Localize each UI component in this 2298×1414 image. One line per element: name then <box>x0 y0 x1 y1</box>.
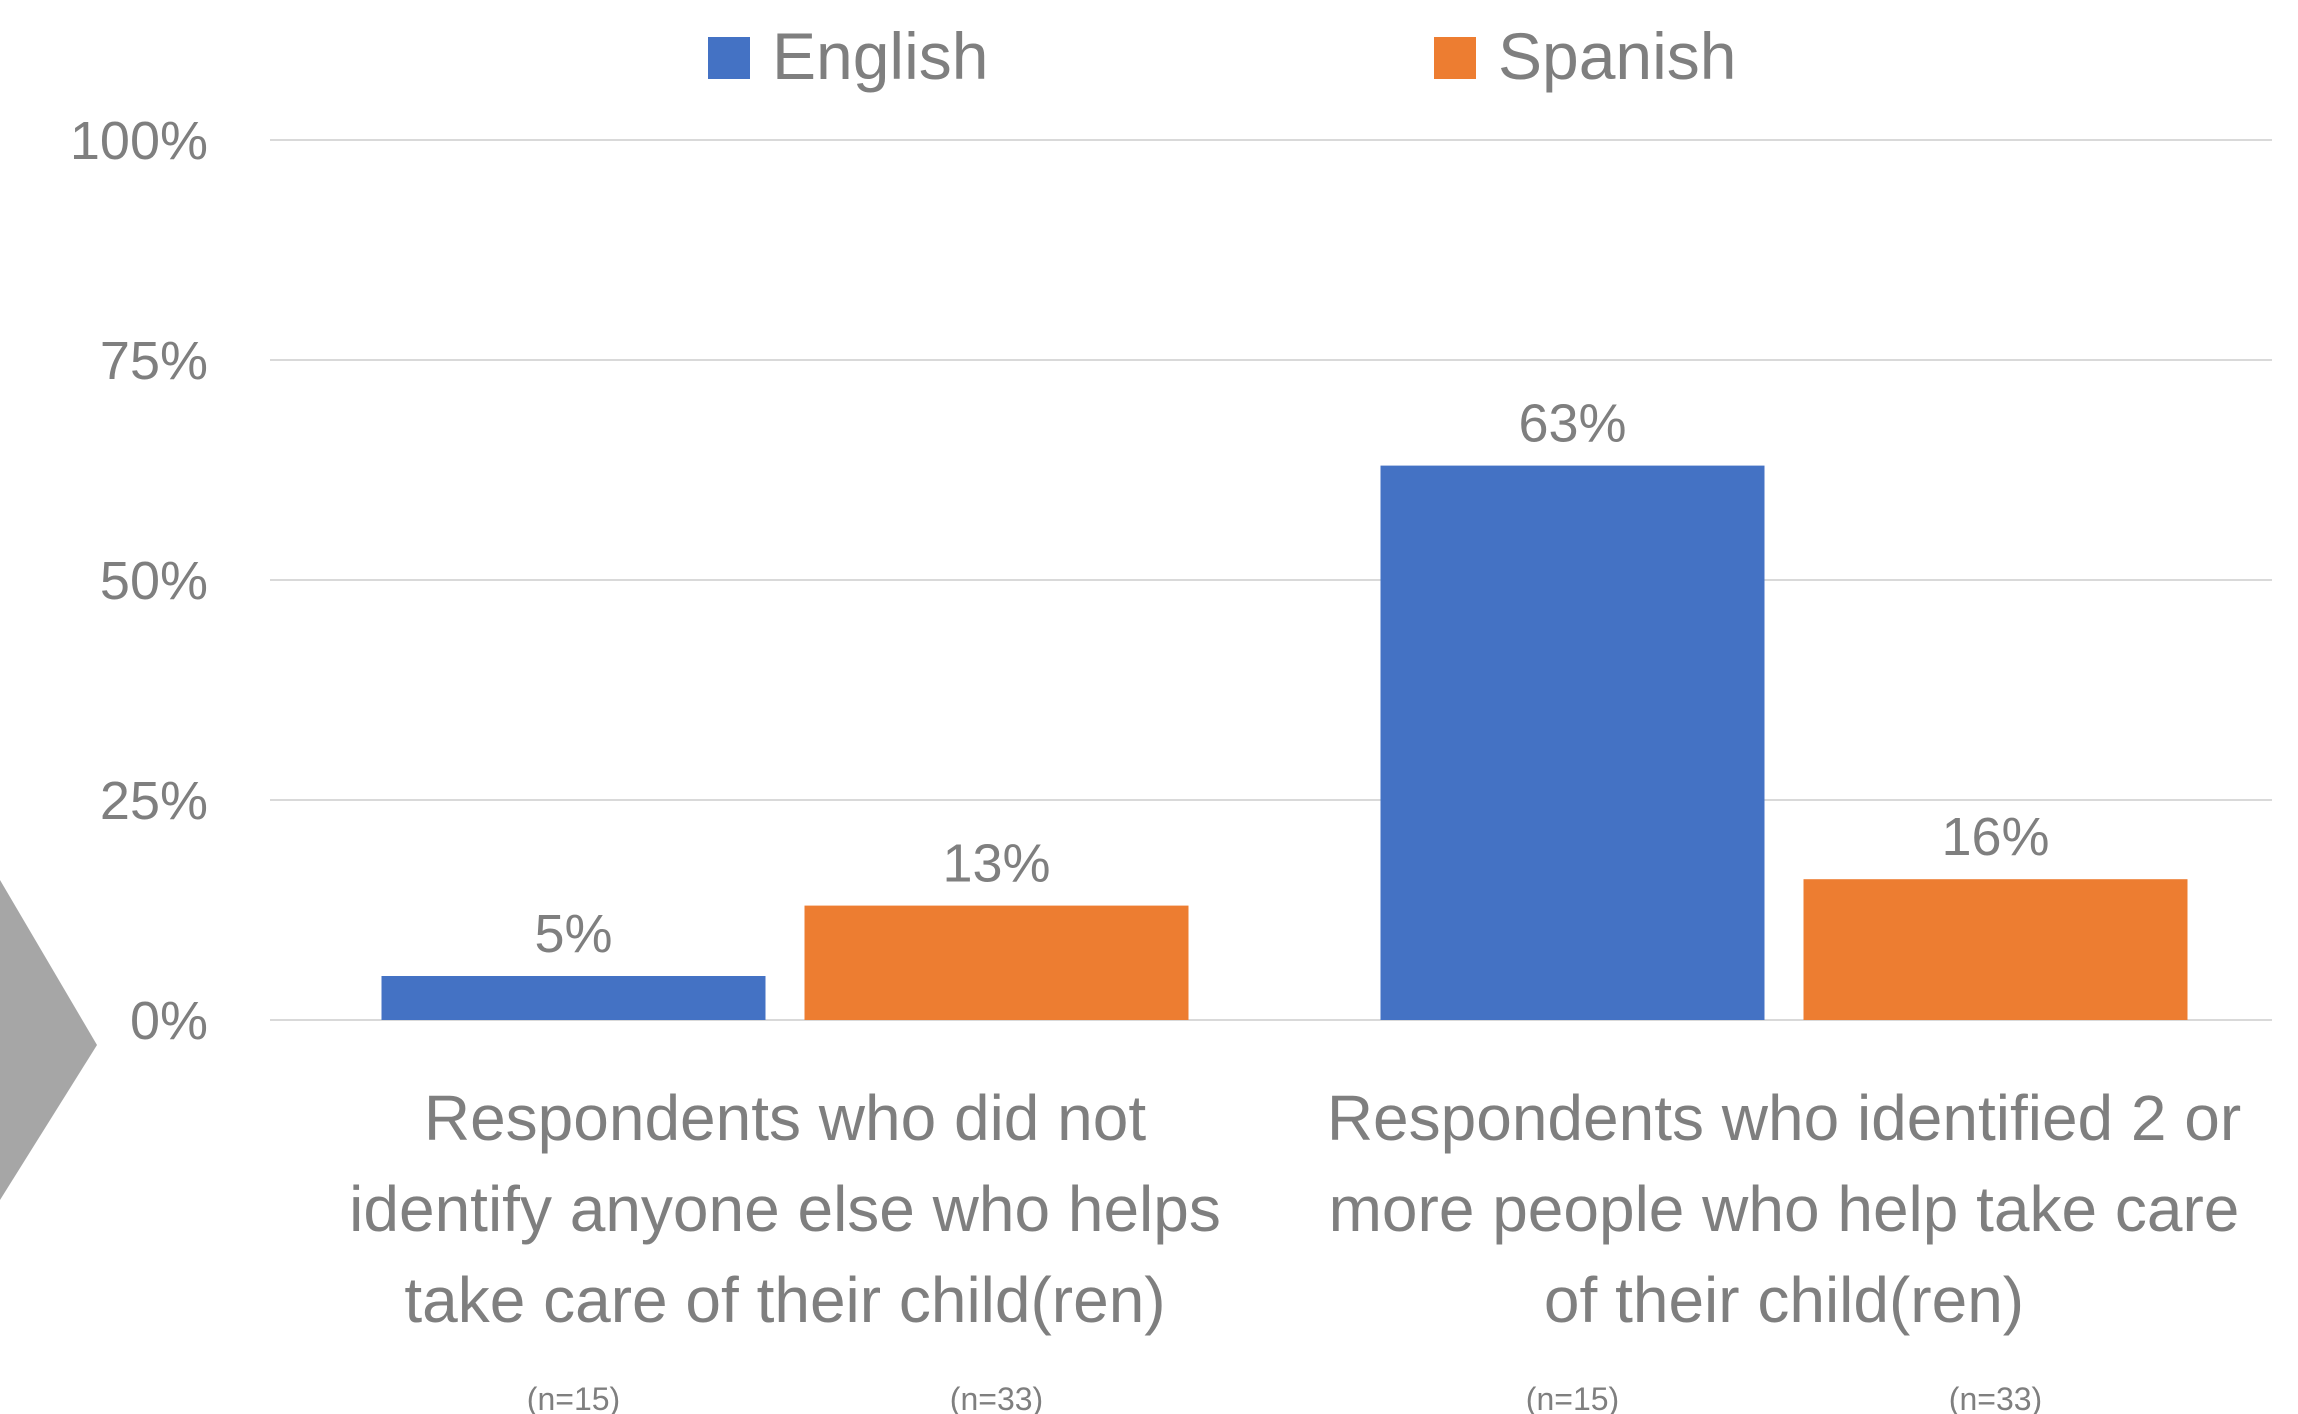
x-category-line: more people who help take care <box>1329 1173 2240 1245</box>
x-category-label: Respondents who did not identify anyone e… <box>349 1082 1221 1336</box>
data-label: 5% <box>534 904 612 964</box>
y-tick-label: 100% <box>70 111 208 171</box>
y-tick-label: 75% <box>100 331 208 391</box>
bars <box>381 465 2188 1021</box>
x-category-label: Respondents who identified 2 or more peop… <box>1327 1082 2241 1336</box>
legend: English Spanish <box>708 19 1737 93</box>
y-axis-ticks: 0% 25% 50% 75% 100% <box>70 111 208 1051</box>
legend-label-spanish: Spanish <box>1498 19 1737 93</box>
x-category-line: Respondents who did not <box>424 1082 1147 1154</box>
sample-size-label: (n=33) <box>950 1381 1043 1414</box>
y-tick-label: 0% <box>130 991 208 1051</box>
sample-size-labels: (n=15) (n=15) (n=33) (n=33) <box>527 1381 2042 1414</box>
y-tick-label: 25% <box>100 771 208 831</box>
x-category-line: take care of their child(ren) <box>404 1264 1165 1336</box>
x-category-line: identify anyone else who helps <box>349 1173 1221 1245</box>
data-labels: 5% 63% 13% 16% <box>534 394 2049 964</box>
data-label: 16% <box>1941 807 2049 867</box>
bar-english <box>1380 465 1765 1021</box>
legend-swatch-spanish <box>1434 37 1476 79</box>
x-axis-categories: Respondents who did not identify anyone e… <box>349 1082 2241 1336</box>
legend-label-english: English <box>772 19 988 93</box>
bar-spanish <box>1803 879 2188 1020</box>
sample-size-label: (n=15) <box>1526 1381 1619 1414</box>
bar-english <box>381 976 766 1020</box>
data-label: 13% <box>942 834 1050 894</box>
sample-size-label: (n=15) <box>527 1381 620 1414</box>
left-chevron-decoration <box>0 880 97 1200</box>
sample-size-label: (n=33) <box>1949 1381 2042 1414</box>
legend-swatch-english <box>708 37 750 79</box>
y-tick-label: 50% <box>100 551 208 611</box>
x-category-line: Respondents who identified 2 or <box>1327 1082 2241 1154</box>
data-label: 63% <box>1518 394 1626 454</box>
x-category-line: of their child(ren) <box>1544 1264 2024 1336</box>
bar-spanish <box>804 905 1189 1020</box>
